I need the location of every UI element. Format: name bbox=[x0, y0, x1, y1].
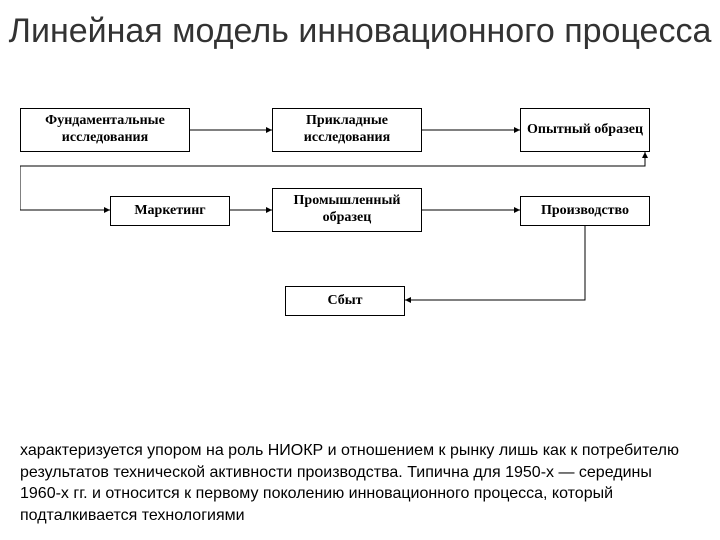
flowchart-node-n7: Сбыт bbox=[285, 286, 405, 316]
flowchart-node-n2: Прикладные исследования bbox=[272, 108, 422, 152]
flowchart: Фундаментальные исследования Прикладные и… bbox=[20, 108, 698, 378]
flowchart-edge-n6-n7 bbox=[405, 226, 585, 300]
flowchart-node-n4: Маркетинг bbox=[110, 196, 230, 226]
slide: Линейная модель инновационного процесса … bbox=[0, 0, 720, 540]
slide-caption: характеризуется упором на роль НИОКР и о… bbox=[20, 440, 690, 526]
flowchart-node-n1: Фундаментальные исследования bbox=[20, 108, 190, 152]
slide-title: Линейная модель инновационного процесса bbox=[0, 0, 720, 51]
flowchart-node-n5: Промышленный образец bbox=[272, 188, 422, 232]
flowchart-node-n3: Опытный образец bbox=[520, 108, 650, 152]
flowchart-node-n6: Производство bbox=[520, 196, 650, 226]
